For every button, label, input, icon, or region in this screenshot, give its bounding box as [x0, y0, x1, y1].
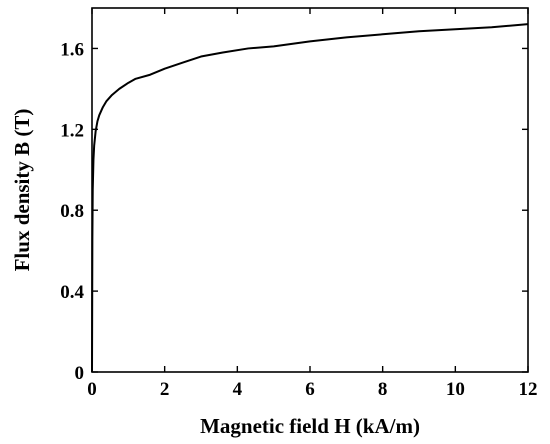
x-tick-label: 8 — [378, 379, 388, 400]
x-tick-label: 10 — [446, 379, 465, 400]
x-axis-label: Magnetic field H (kA/m) — [200, 414, 420, 438]
y-tick-label: 0.8 — [60, 201, 84, 222]
y-tick-label: 0.4 — [60, 282, 84, 303]
series-line — [91, 23, 529, 373]
x-tick-label: 12 — [519, 379, 538, 400]
x-tick-label: 2 — [160, 379, 170, 400]
plot-frame — [91, 7, 529, 373]
y-axis-label: Flux density B (T) — [10, 109, 34, 272]
y-tick-label: 1.6 — [60, 39, 84, 60]
x-tick-label: 0 — [87, 379, 97, 400]
x-tick-label: 6 — [305, 379, 315, 400]
y-tick-label: 1.2 — [60, 120, 84, 141]
plot-area: 0 2 4 6 8 10 12 0 0.4 0.8 1.2 1.6 — [60, 7, 538, 400]
x-tick-label: 4 — [233, 379, 243, 400]
y-tick-label: 0 — [75, 363, 85, 384]
